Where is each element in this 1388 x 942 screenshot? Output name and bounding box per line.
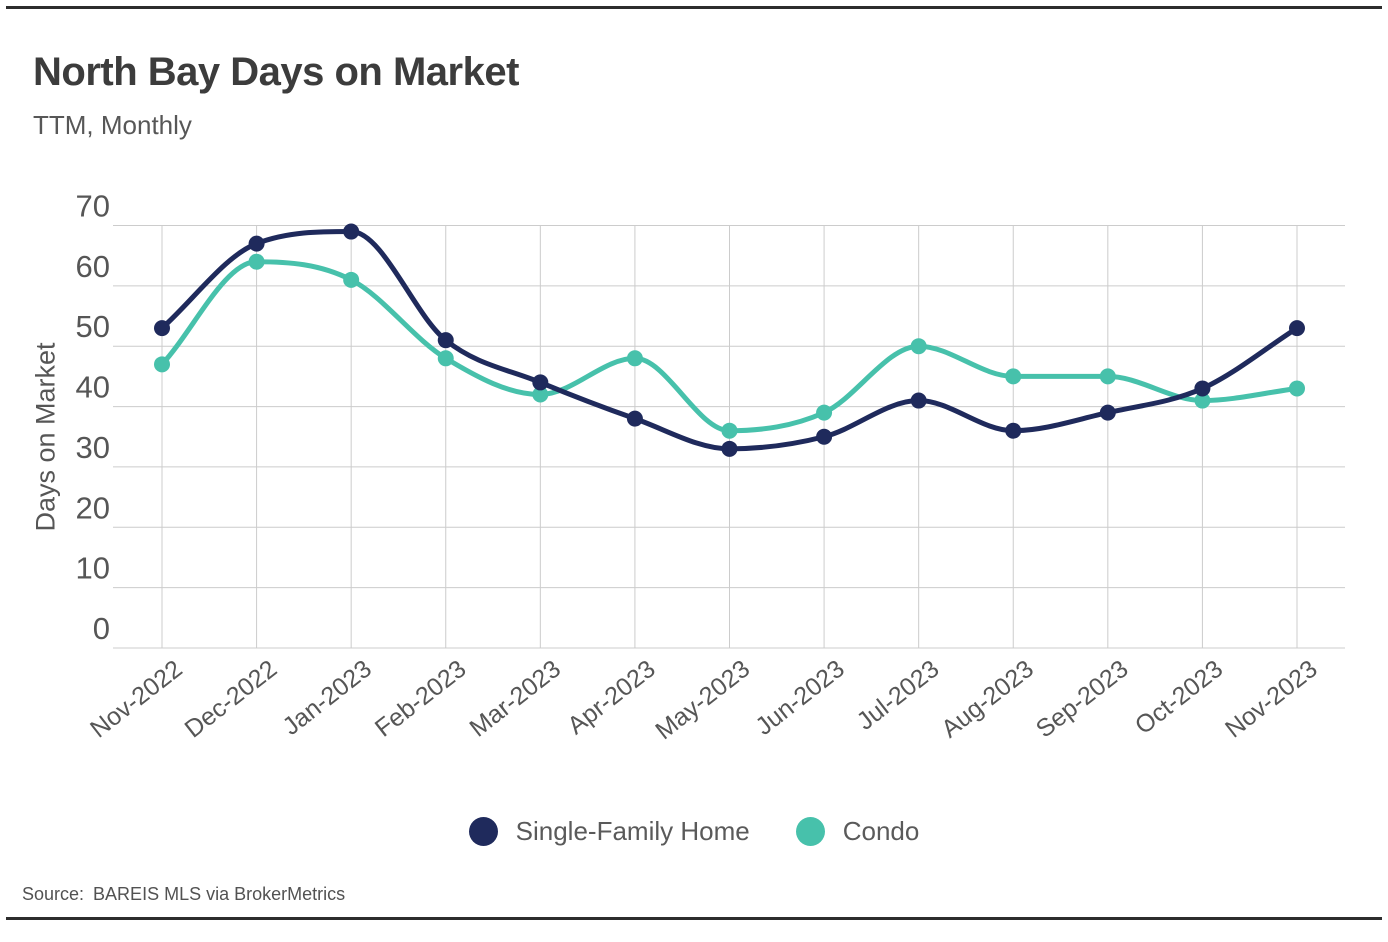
data-point [626,350,643,367]
x-tick-label: Apr-2023 [562,655,660,740]
x-tick-label: Mar-2023 [464,655,566,743]
source-text: BAREIS MLS via BrokerMetrics [93,884,346,904]
x-tick-label: Aug-2023 [936,655,1039,744]
x-tick-label: Jul-2023 [852,655,945,736]
data-point [343,223,360,240]
data-point [816,428,833,445]
x-tick-label: Jun-2023 [750,655,849,741]
data-point [1005,368,1022,385]
legend-item: Single-Family Home [468,816,750,847]
legend-label: Condo [842,816,920,846]
y-tick-label: 60 [76,249,110,284]
x-tick-label: Oct-2023 [1130,655,1228,740]
data-point [154,356,170,373]
data-point [910,392,927,409]
data-point [1099,404,1116,421]
x-tick-label: Jan-2023 [277,655,376,741]
data-point [1099,368,1116,385]
y-tick-label: 40 [76,370,110,405]
legend-label: Single-Family Home [515,816,750,846]
data-point [1194,392,1211,409]
x-tick-label: Feb-2023 [370,655,472,743]
data-point [1005,422,1022,439]
legend-swatch-icon [795,817,825,846]
y-tick-label: 50 [76,309,110,344]
data-point [343,271,360,288]
data-point [721,440,738,457]
top-divider [6,6,1382,9]
data-point [248,235,265,252]
y-tick-label: 10 [76,551,110,586]
data-point [626,410,643,427]
legend-item: Condo [795,816,920,847]
data-point [154,320,170,337]
bottom-divider [6,917,1382,920]
x-tick-label: Dec-2022 [180,655,283,744]
x-tick-label: Nov-2022 [85,655,188,744]
line-chart-plot: 0 10 20 30 40 50 60 70 Nov-2022Dec-2022Jan-2023F… [76,189,1345,746]
data-point [721,422,738,439]
data-point [1288,320,1305,337]
y-tick-label: 20 [76,490,110,525]
data-point [532,374,549,391]
x-tick-label: May-2023 [650,655,755,746]
data-point [1288,380,1305,397]
legend: Single-Family Home Condo [0,816,1388,847]
data-point [248,253,265,270]
x-tick-label: Sep-2023 [1031,655,1134,744]
source-note: Source: BAREIS MLS via BrokerMetrics [22,884,345,905]
chart-title: North Bay Days on Market [33,50,519,94]
data-point [910,338,927,355]
legend-swatch-icon [468,817,498,846]
data-point [437,350,454,367]
y-tick-label: 70 [76,189,110,224]
y-tick-label: 30 [76,430,110,465]
y-tick-label: 0 [93,611,110,646]
x-tick-label: Nov-2023 [1220,655,1323,744]
data-point [532,386,549,403]
chart-subtitle: TTM, Monthly [33,110,192,140]
data-point [816,404,833,421]
source-label: Source: [22,884,85,904]
data-point [437,332,454,349]
data-point [1194,380,1211,397]
